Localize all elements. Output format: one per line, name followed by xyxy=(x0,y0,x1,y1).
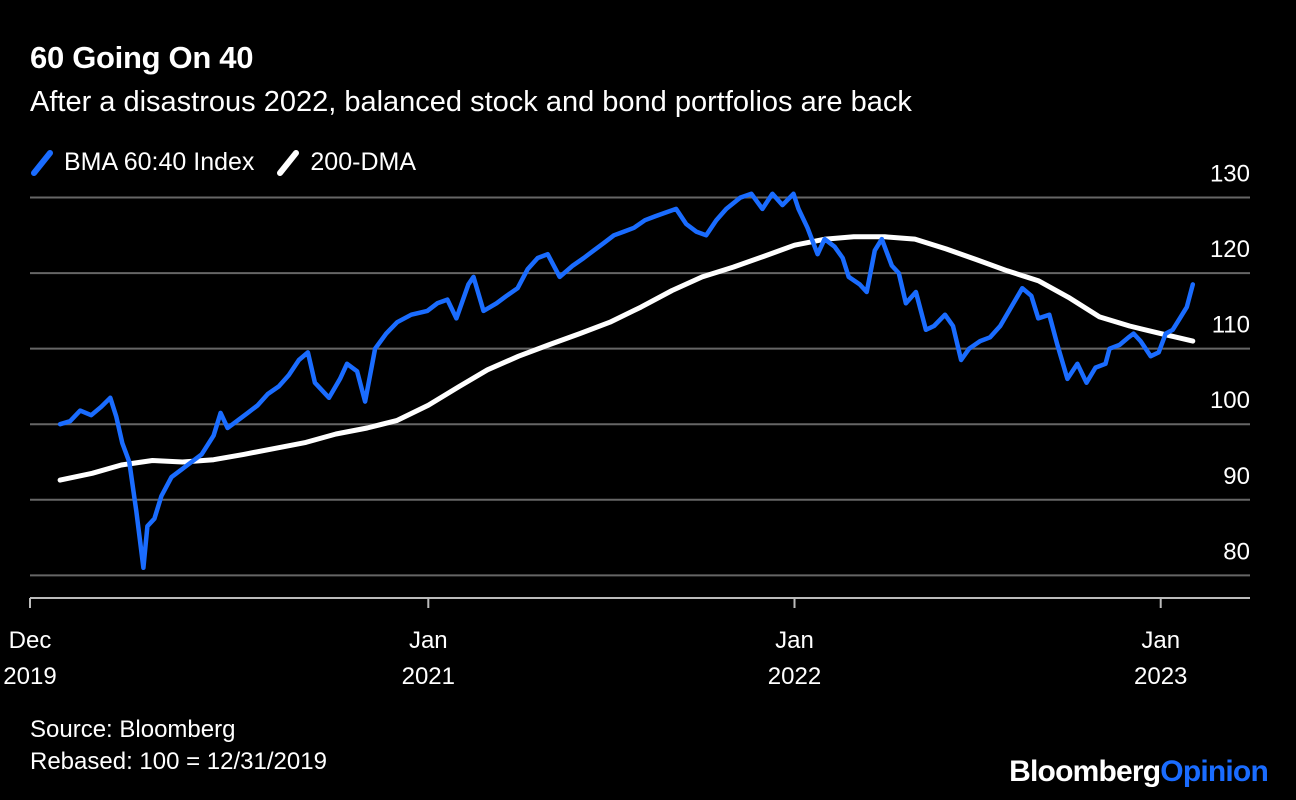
chart-subtitle: After a disastrous 2022, balanced stock … xyxy=(30,86,912,118)
source-note: Source: Bloomberg xyxy=(30,716,236,743)
legend-swatch-index xyxy=(31,149,53,176)
y-tick-label: 120 xyxy=(1210,236,1250,263)
chart-title: 60 Going On 40 xyxy=(30,40,254,75)
x-tick-label-year: 2023 xyxy=(1134,663,1187,690)
legend-item-dma: 200-DMA xyxy=(276,148,416,177)
y-tick-label: 100 xyxy=(1210,387,1250,414)
footer-notes: Source: Bloomberg Rebased: 100 = 12/31/2… xyxy=(30,714,327,778)
x-tick-label-month: Jan xyxy=(775,627,814,654)
x-tick-label-year: 2021 xyxy=(402,663,455,690)
legend-label-index: BMA 60:40 Index xyxy=(64,148,255,176)
legend-label-dma: 200-DMA xyxy=(310,148,416,176)
y-axis: 80 90 100 110 120 130 xyxy=(1210,161,1250,566)
brand-main: Bloomberg xyxy=(1009,755,1161,788)
y-tick-label: 80 xyxy=(1223,538,1250,565)
x-tick-label-month: Jan xyxy=(1141,627,1180,654)
y-tick-label: 90 xyxy=(1223,463,1250,490)
y-tick-label: 130 xyxy=(1210,161,1250,188)
legend-item-index: BMA 60:40 Index xyxy=(30,148,254,177)
series-line-200-dma xyxy=(57,234,1196,483)
series-line-bma-index xyxy=(57,191,1196,571)
x-axis: Dec 2019 Jan 2021 Jan 2022 Jan 2023 xyxy=(3,597,1250,690)
y-tick-label: 110 xyxy=(1212,312,1250,339)
x-tick-label-month: Dec xyxy=(9,627,52,654)
x-tick-label-year: 2019 xyxy=(3,663,56,690)
gridlines xyxy=(30,196,1250,577)
bloomberg-opinion-logo: BloombergOpinion xyxy=(1009,755,1269,789)
rebase-note: Rebased: 100 = 12/31/2019 xyxy=(30,748,327,775)
legend: BMA 60:40 Index 200-DMA xyxy=(30,148,438,177)
series-lines xyxy=(57,191,1196,571)
x-tick-label-month: Jan xyxy=(409,627,448,654)
x-tick-label-year: 2022 xyxy=(768,663,821,690)
brand-accent: Opinion xyxy=(1160,755,1269,788)
legend-swatch-dma xyxy=(277,149,300,176)
